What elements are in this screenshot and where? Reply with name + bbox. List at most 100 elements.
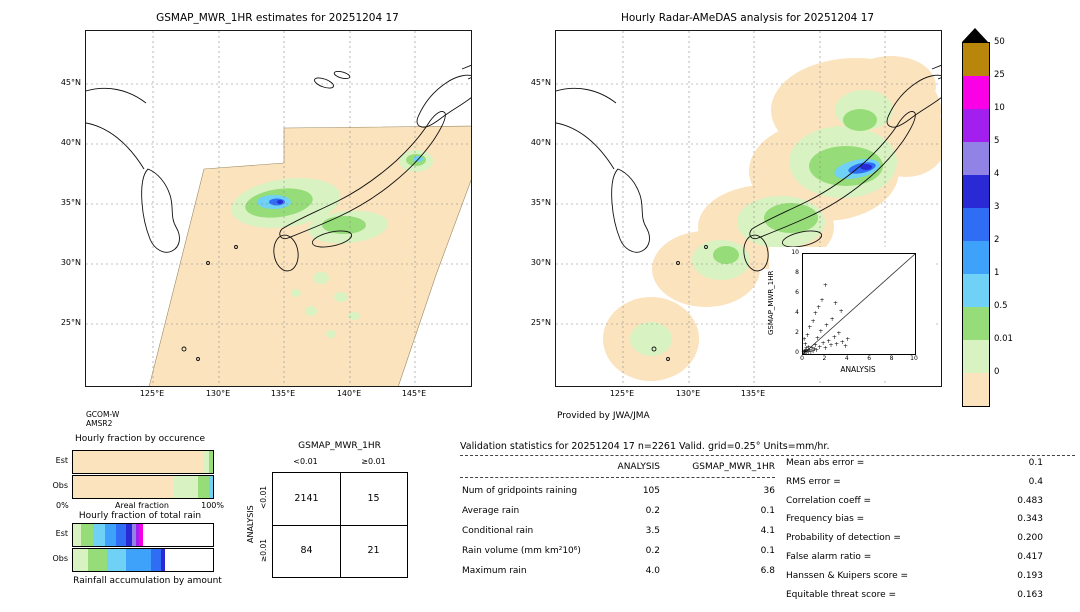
colorbar-segment <box>963 175 989 208</box>
occurrence-x-axis-label: Areal fraction <box>115 501 169 510</box>
metric-label: Mean abs error = <box>786 458 865 468</box>
bar-segment <box>116 524 127 546</box>
occurrence-x-min: 0% <box>56 501 69 510</box>
scatter-point: + <box>836 329 842 337</box>
inset-x-tick: 10 <box>910 355 918 362</box>
coastline <box>86 64 471 361</box>
scatter-point: + <box>801 349 807 356</box>
contingency-cell: 84 <box>300 545 313 556</box>
lon-tick-label: 135°E <box>740 389 766 398</box>
bar-segment <box>131 524 136 546</box>
metric-label: False alarm ratio = <box>786 552 872 562</box>
contingency-col-header-2: ≥0.01 <box>361 457 386 466</box>
colorbar-tick-label: 0.5 <box>994 301 1008 311</box>
metric-value: 0.193 <box>1017 571 1043 581</box>
lat-tick-label: 40°N <box>530 138 551 147</box>
colorbar-tick-label: 10 <box>994 103 1005 113</box>
radar-map-graphic <box>556 31 941 386</box>
colorbar-tick-label: 3 <box>994 202 1000 212</box>
gsmap-map-panel <box>85 30 472 387</box>
scatter-point: + <box>824 321 830 329</box>
inset-x-tick: 2 <box>822 355 827 362</box>
bar-segment <box>208 476 213 498</box>
scatter-point: + <box>838 307 844 315</box>
scatter-point: + <box>822 281 828 289</box>
scatter-point: + <box>813 346 819 354</box>
lon-tick-label: 135°E <box>270 389 296 398</box>
metric-label: Equitable threat score = <box>786 590 897 600</box>
total-rain-obs-label: Obs <box>52 554 68 563</box>
metric-label: Probability of detection = <box>786 533 901 543</box>
scatter-point: + <box>826 337 832 345</box>
bar-segment <box>138 524 143 546</box>
inset-x-tick: 8 <box>889 355 894 362</box>
stats-col-header-analysis: ANALYSIS <box>617 462 660 472</box>
bar-segment <box>88 549 107 571</box>
gsmap-map-graphic <box>86 31 471 386</box>
colorbar <box>962 42 990 407</box>
stats-analysis-value: 4.0 <box>645 566 660 576</box>
scatter-point: + <box>834 340 840 348</box>
bar-segment <box>73 524 82 546</box>
left-map-title: GSMAP_MWR_1HR estimates for 20251204 17 <box>156 12 399 24</box>
stats-gsmap-value: 6.8 <box>760 566 775 576</box>
colorbar-segment <box>963 340 989 373</box>
contingency-side-label: ANALYSIS <box>246 505 255 544</box>
scatter-point: + <box>815 334 821 342</box>
scatter-point: + <box>806 343 812 351</box>
colorbar-segment <box>963 241 989 274</box>
metric-label: Frequency bias = <box>786 514 865 524</box>
inset-x-axis-label: ANALYSIS <box>840 365 876 374</box>
lon-tick-label: 130°E <box>205 389 231 398</box>
colorbar-segment <box>963 208 989 241</box>
scatter-point: + <box>804 331 810 339</box>
contingency-cell: 21 <box>367 545 380 556</box>
scatter-point: + <box>802 348 808 356</box>
colorbar-tick-label: 5 <box>994 136 1000 146</box>
stats-gsmap-value: 4.1 <box>760 526 775 536</box>
total-rain-est-label: Est <box>55 529 68 538</box>
lon-tick-label: 130°E <box>675 389 701 398</box>
inset-y-tick: 0 <box>795 349 799 356</box>
stats-analysis-value: 3.5 <box>645 526 660 536</box>
lon-tick-label: 125°E <box>609 389 635 398</box>
scatter-point: + <box>801 347 807 355</box>
colorbar-segment <box>963 307 989 340</box>
occurrence-est-bar <box>72 450 214 474</box>
scatter-point: + <box>807 346 813 354</box>
scatter-point: + <box>809 344 815 352</box>
contingency-cell: 15 <box>367 493 380 504</box>
colorbar-segment <box>963 373 989 406</box>
scatter-point: + <box>843 342 849 350</box>
colorbar-tick-label: 1 <box>994 268 1000 278</box>
scatter-point: + <box>817 343 823 351</box>
lon-tick-label: 145°E <box>401 389 427 398</box>
stats-analysis-value: 0.2 <box>645 546 660 556</box>
total-rain-est-bar <box>72 523 214 547</box>
scatter-point: + <box>818 327 824 335</box>
scatter-point: + <box>845 335 851 343</box>
stats-analysis-value: 105 <box>642 486 660 496</box>
inset-y-axis-label: GSMAP_MWR_1HR <box>767 270 775 336</box>
contingency-grid-hline <box>273 525 407 526</box>
inset-scatter-plot: + + + + + + + + + + + + + + + + + + + + + + + + + + + + + + + + + + + + + + + +… <box>801 253 916 356</box>
colorbar-tick-label: 2 <box>994 235 1000 245</box>
total-rain-obs-bar <box>72 548 214 572</box>
stats-gsmap-value: 0.1 <box>760 546 775 556</box>
bar-segment <box>208 451 213 473</box>
scatter-point: + <box>806 348 812 356</box>
bar-segment <box>173 476 198 498</box>
scatter-point: + <box>810 317 816 325</box>
bar-segment <box>73 451 204 473</box>
bar-segment <box>203 451 209 473</box>
radar-map-panel: + + + + + + + + + + + + + + + + + + + + + + + + + + + + + + + + + + + + + + + +… <box>555 30 942 387</box>
scatter-point: + <box>812 309 818 317</box>
bar-segment <box>81 524 93 546</box>
scatter-point: + <box>822 344 828 352</box>
stats-row-label: Maximum rain <box>462 566 527 576</box>
colorbar-segment <box>963 142 989 175</box>
contingency-col-header-1: <0.01 <box>293 457 318 466</box>
lat-tick-label: 40°N <box>60 138 81 147</box>
occurrence-est-label: Est <box>55 456 68 465</box>
scatter-point: + <box>802 349 808 356</box>
